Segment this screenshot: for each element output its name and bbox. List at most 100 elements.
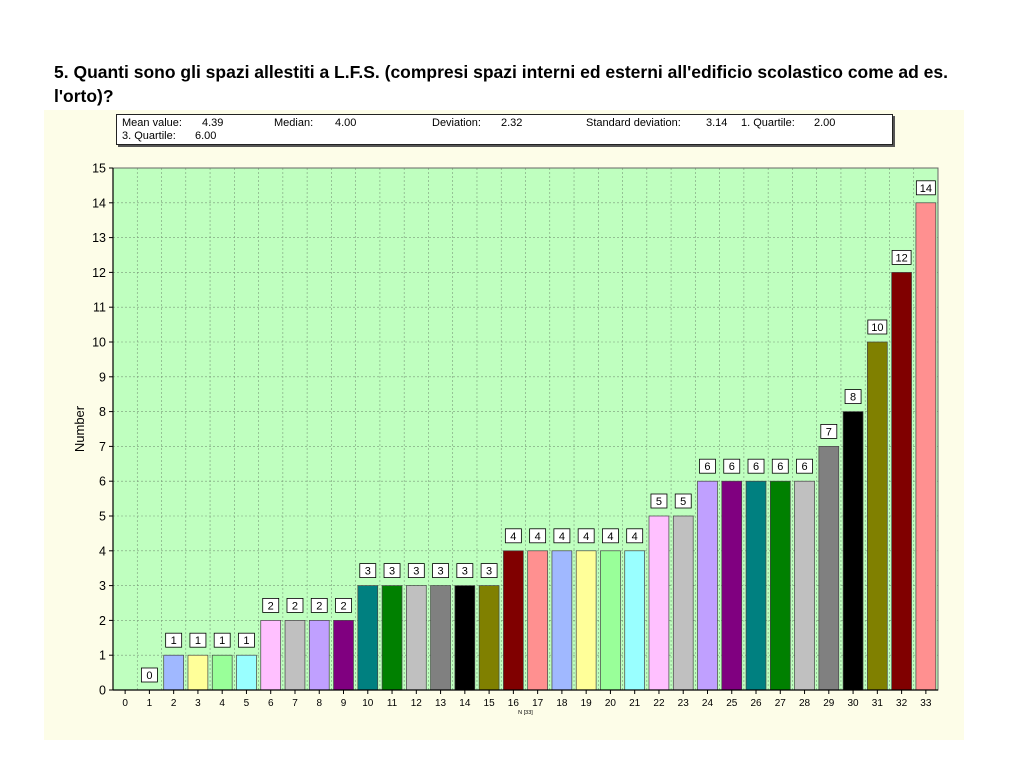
bar <box>308 620 330 691</box>
x-tick-label: 18 <box>556 698 568 709</box>
x-axis-note: N [33] <box>518 710 533 716</box>
q3-label: 3. Quartile: <box>122 130 176 142</box>
data-label-box <box>504 528 522 544</box>
bar <box>284 620 306 691</box>
data-label-box <box>796 458 813 474</box>
y-tick-label: 4 <box>99 544 106 558</box>
x-tick-label: 16 <box>508 698 520 709</box>
bar <box>381 585 403 691</box>
x-tick-label: 28 <box>799 698 811 709</box>
data-label-box <box>553 528 571 544</box>
data-label: 3 <box>438 566 444 578</box>
x-tick-label: 24 <box>702 698 714 709</box>
x-tick-label: 9 <box>341 698 347 709</box>
x-tick-label: 23 <box>678 698 690 709</box>
data-label-box <box>771 458 789 474</box>
data-label: 4 <box>510 531 516 543</box>
bar <box>503 550 524 691</box>
data-label: 14 <box>920 183 932 195</box>
x-tick-label: 5 <box>244 698 250 709</box>
bar <box>478 585 500 691</box>
data-label: 3 <box>365 566 371 578</box>
y-tick-label: 10 <box>92 336 106 350</box>
x-tick-label: 19 <box>581 698 593 709</box>
y-tick-label: 3 <box>99 579 106 593</box>
x-tick-label: 11 <box>387 698 398 709</box>
data-label-box <box>213 632 231 648</box>
x-tick-label: 17 <box>532 698 544 709</box>
data-label-box <box>238 632 255 648</box>
y-tick-label: 15 <box>92 162 106 176</box>
bar <box>721 480 743 691</box>
data-label-box <box>432 563 449 578</box>
data-label: 4 <box>583 531 589 543</box>
data-label-box <box>602 528 619 544</box>
mean-value: 4.39 <box>202 117 224 129</box>
data-label: 2 <box>316 600 322 612</box>
data-label-box <box>359 563 377 578</box>
data-label: 1 <box>243 635 249 647</box>
data-label: 4 <box>535 531 541 543</box>
bar <box>745 480 767 691</box>
x-tick-label: 6 <box>268 698 274 709</box>
x-tick-label: 29 <box>823 698 835 709</box>
x-tick-label: 12 <box>411 698 423 709</box>
y-tick-label: 2 <box>99 614 106 628</box>
y-tick-label: 11 <box>93 301 106 315</box>
y-tick-label: 9 <box>99 370 106 384</box>
data-label: 6 <box>729 461 735 473</box>
data-label: 2 <box>268 600 274 612</box>
x-tick-label: 26 <box>750 698 762 709</box>
bar <box>575 550 597 691</box>
data-label: 5 <box>680 496 686 508</box>
x-tick-label: 25 <box>726 698 738 709</box>
data-label-box <box>335 598 352 613</box>
data-label-box <box>820 423 838 439</box>
x-tick-label: 32 <box>896 698 908 709</box>
data-label-box <box>407 563 425 578</box>
bar <box>891 272 912 691</box>
bar <box>769 480 791 691</box>
bar <box>648 515 670 691</box>
x-tick-label: 15 <box>484 698 496 709</box>
std-label: Standard deviation: <box>586 117 681 129</box>
data-label-box <box>844 389 862 405</box>
data-label-box <box>577 528 595 544</box>
data-label-box <box>165 632 183 648</box>
bar <box>794 480 815 691</box>
x-tick-label: 14 <box>459 698 471 709</box>
data-label: 6 <box>777 461 783 473</box>
data-label-box <box>867 319 888 335</box>
y-tick-label: 5 <box>99 510 106 524</box>
y-tick-label: 14 <box>92 196 106 210</box>
statistics-box: Mean value: 4.39 Median: 4.00 Deviation:… <box>116 114 893 145</box>
data-label-box <box>674 493 692 509</box>
bar <box>163 654 184 691</box>
x-tick-label: 27 <box>775 698 787 709</box>
q3-value: 6.00 <box>195 130 217 142</box>
bar <box>697 480 718 691</box>
deviation-label: Deviation: <box>432 117 481 129</box>
y-tick-label: 7 <box>99 440 106 454</box>
bar <box>600 550 621 691</box>
data-label-box <box>189 632 207 648</box>
data-label: 3 <box>486 566 492 578</box>
bar <box>842 411 864 691</box>
bar <box>527 550 548 691</box>
x-tick-label: 20 <box>605 698 617 709</box>
x-tick-label: 8 <box>316 698 322 709</box>
x-tick-label: 7 <box>292 698 298 709</box>
data-label: 8 <box>850 392 856 404</box>
data-label-box <box>915 180 936 196</box>
bar <box>406 585 427 691</box>
x-tick-label: 33 <box>920 698 932 709</box>
bar <box>187 654 209 691</box>
q1-value: 2.00 <box>814 117 836 129</box>
x-tick-label: 22 <box>653 698 665 709</box>
deviation-value: 2.32 <box>501 117 523 129</box>
data-label-box <box>456 563 474 578</box>
bar <box>551 550 573 691</box>
data-label: 3 <box>389 566 395 578</box>
median-label: Median: <box>274 117 314 129</box>
